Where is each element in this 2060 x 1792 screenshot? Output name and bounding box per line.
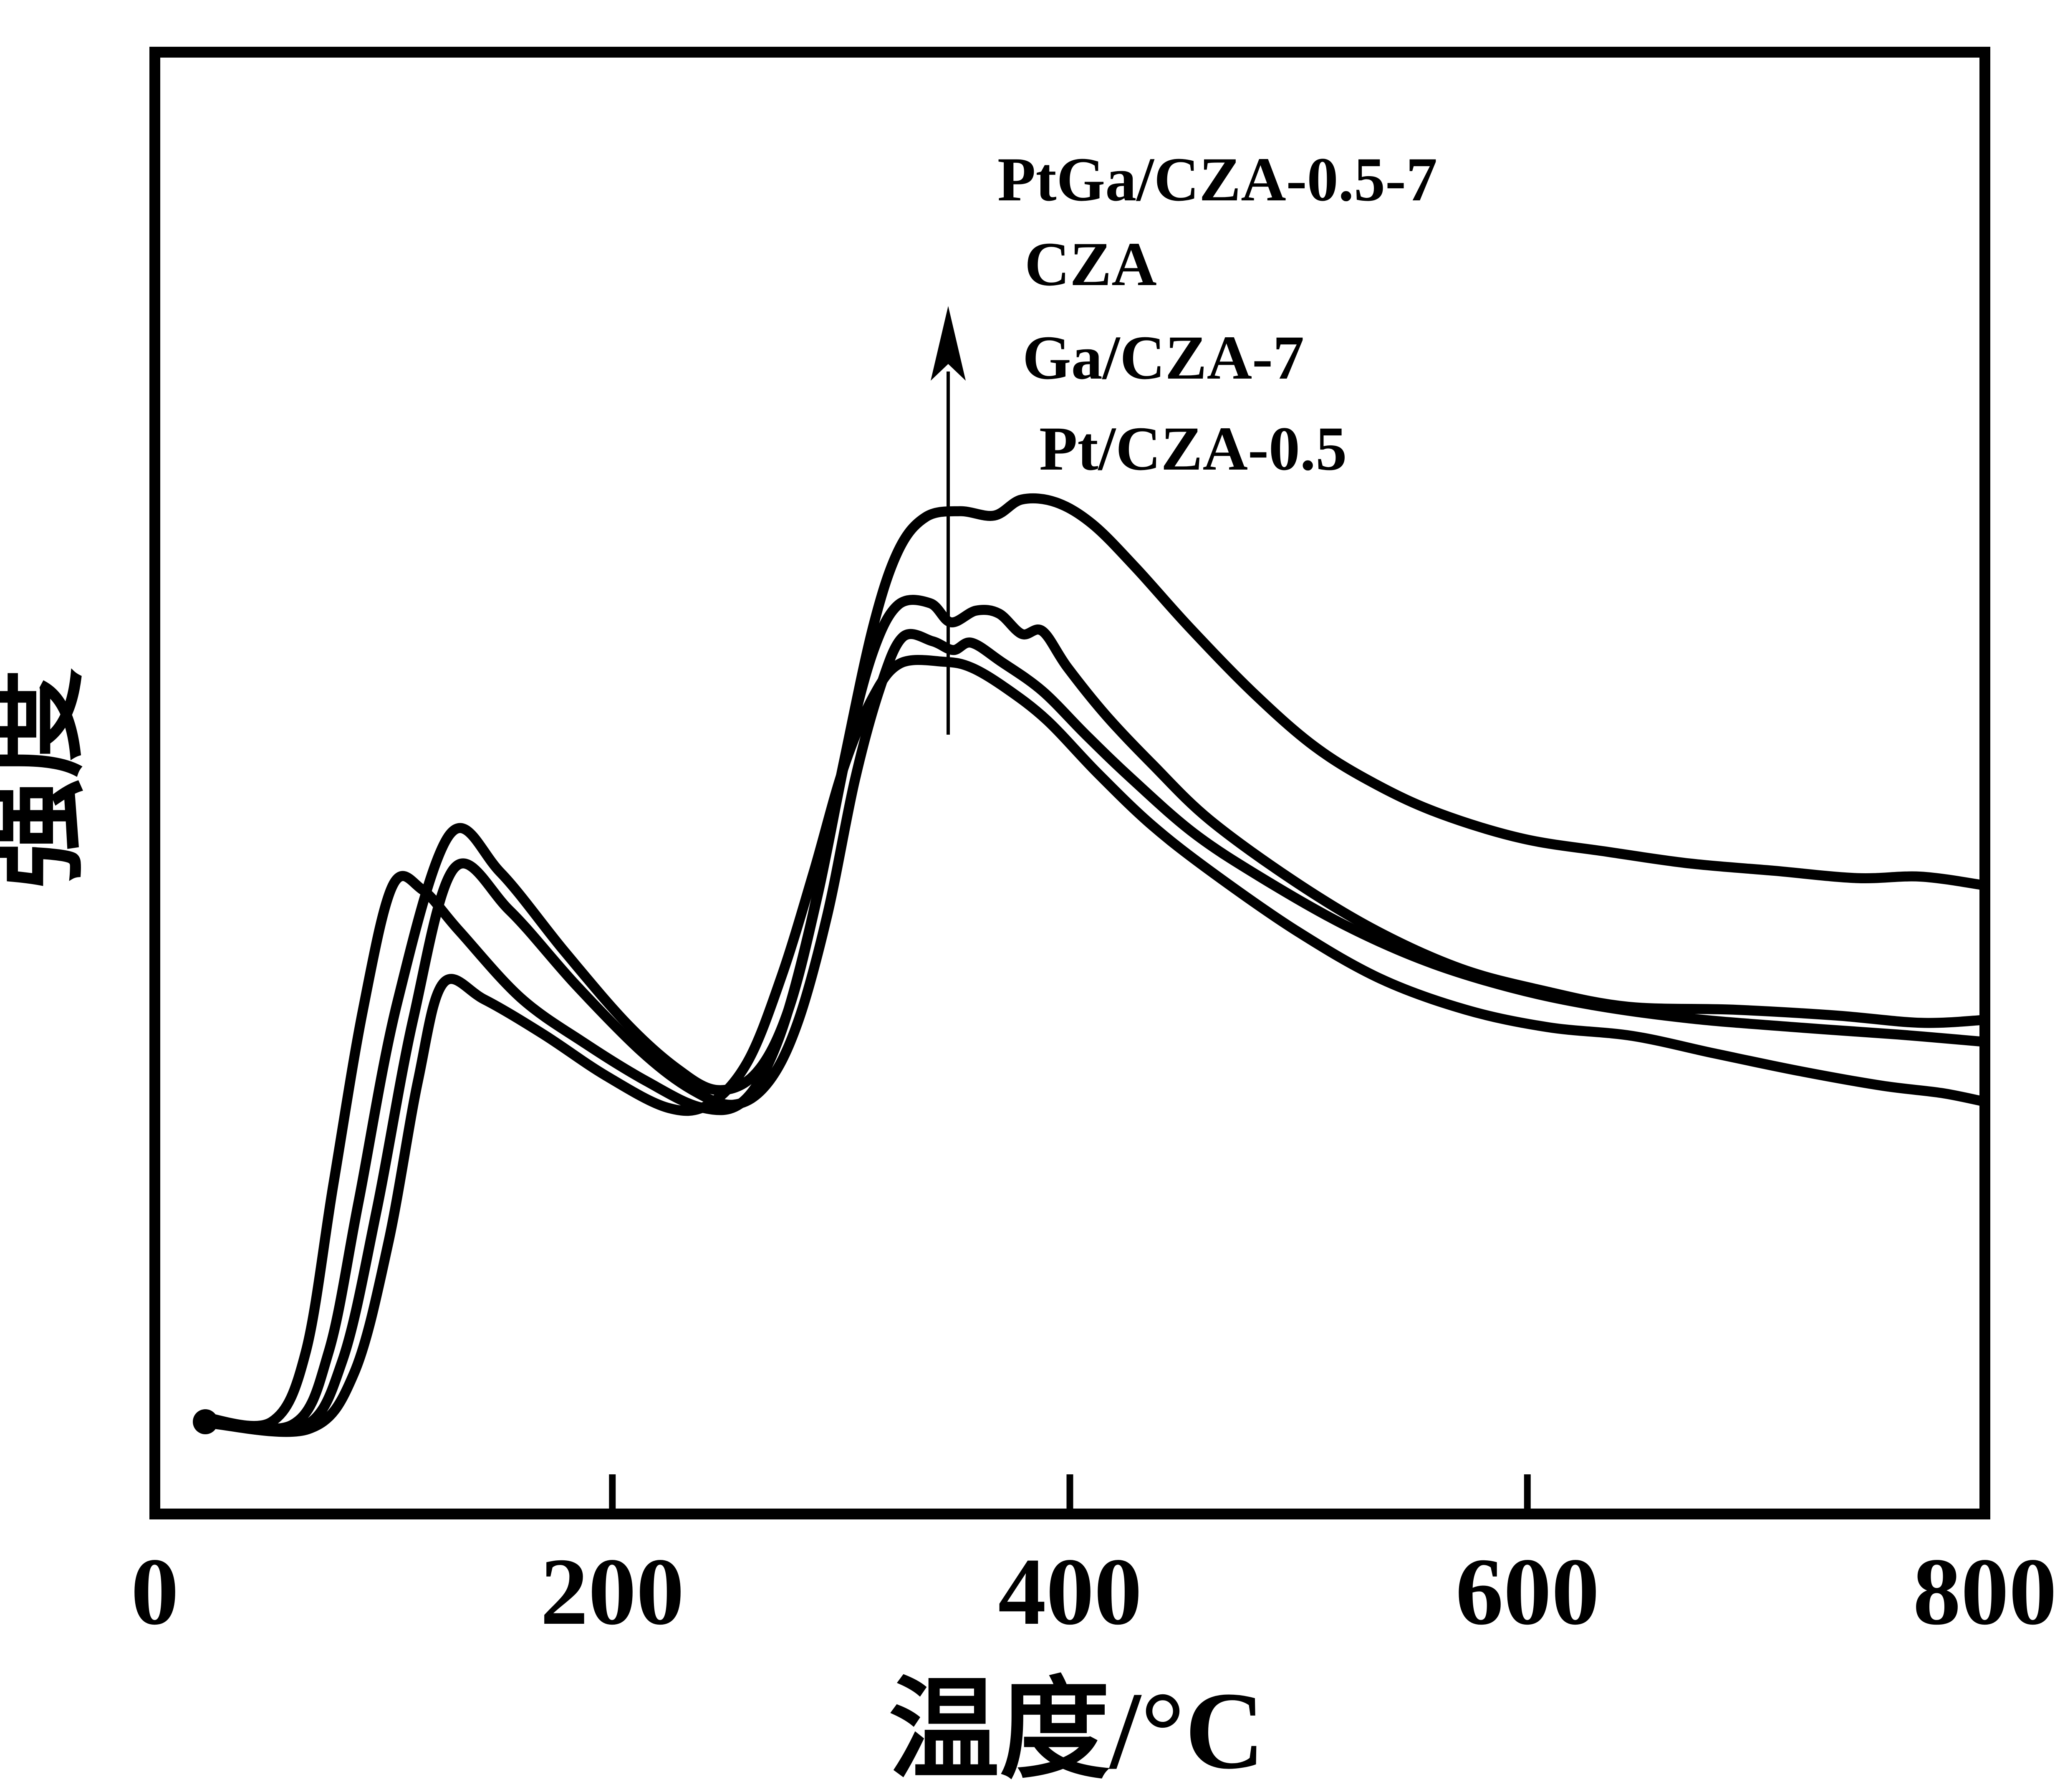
curve-ptga-cza-0-5-7 (200, 493, 1990, 1431)
legend-label-ptga-cza-0-5-7: PtGa/CZA-0.5-7 (997, 145, 1437, 214)
x-tick-label-600: 600 (1456, 1538, 1600, 1645)
up-arrow-icon (931, 306, 966, 735)
x-tick-label-400: 400 (998, 1538, 1142, 1645)
curve-cza (200, 595, 1990, 1434)
curve-ga-cza-7 (200, 629, 1990, 1436)
up-arrow-head (931, 306, 966, 381)
curve-group (200, 493, 1990, 1437)
curve-start-dot (193, 1409, 218, 1434)
y-axis-title: 强度 (0, 668, 95, 889)
plot-frame (149, 47, 1990, 1519)
legend-label-ga-cza-7: Ga/CZA-7 (1022, 323, 1304, 392)
legend-label-pt-cza-0-5: Pt/CZA-0.5 (1039, 414, 1347, 483)
x-tick-label-200: 200 (540, 1538, 684, 1645)
x-tick-label-0: 0 (131, 1538, 179, 1645)
x-axis-title: 温度/°C (889, 1670, 1265, 1792)
legend-label-cza: CZA (1025, 230, 1157, 299)
x-axis-ticks (609, 1474, 1531, 1509)
curve-pt-cza-0-5 (204, 655, 1990, 1437)
x-tick-label-800: 800 (1913, 1538, 2057, 1645)
